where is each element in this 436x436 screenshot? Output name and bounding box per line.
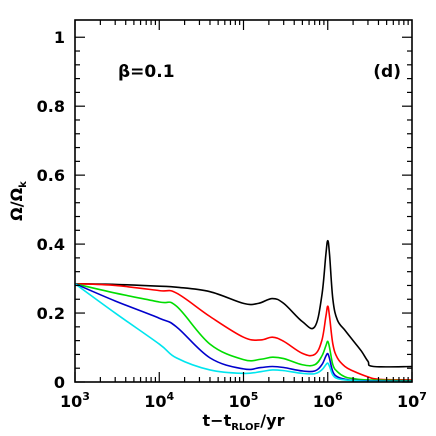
series-line-2	[74, 282, 413, 381]
x-tick-label-base: 10	[144, 392, 166, 411]
x-tick-label: 105	[229, 390, 259, 411]
x-tick-label: 107	[397, 390, 427, 411]
series-line-3	[74, 282, 413, 382]
series-line-4	[74, 283, 413, 383]
x-tick-label-base: 10	[229, 392, 251, 411]
y-axis-title-subscript: k	[18, 181, 29, 188]
y-tick-label: 0	[54, 373, 65, 392]
y-axis-title-main: Ω/Ω	[7, 187, 26, 220]
beta-annotation: β=0.1	[118, 62, 175, 82]
x-tick-label-exponent: 6	[335, 390, 343, 403]
x-tick-label-exponent: 5	[251, 390, 259, 403]
x-tick-label: 103	[60, 390, 90, 411]
series-line-5	[74, 283, 413, 383]
series-line-1	[74, 239, 413, 368]
x-tick-label-base: 10	[397, 392, 419, 411]
y-tick-label: 0.2	[37, 304, 65, 323]
y-tick-label: 1	[54, 28, 65, 47]
x-axis-title-main: t−t	[203, 411, 232, 430]
x-tick-label-exponent: 7	[419, 390, 427, 403]
y-tick-label: 0.6	[37, 166, 65, 185]
x-tick-label: 106	[313, 390, 343, 411]
x-tick-label: 104	[144, 390, 174, 411]
x-tick-label-exponent: 3	[82, 390, 90, 403]
x-tick-label-base: 10	[313, 392, 335, 411]
x-axis-title-unit: /yr	[260, 411, 284, 430]
plot-frame	[74, 19, 413, 383]
panel-label: (d)	[373, 62, 401, 82]
x-tick-label-exponent: 4	[167, 390, 175, 403]
y-tick-label: 0.4	[37, 235, 65, 254]
x-axis-title: t−tRLOF/yr	[203, 411, 285, 433]
y-tick-label: 0.8	[37, 97, 65, 116]
y-axis-title: Ω/Ωk	[7, 181, 29, 221]
series-layer	[74, 239, 413, 383]
x-tick-label-base: 10	[60, 392, 82, 411]
x-axis-title-subscript: RLOF	[231, 422, 260, 433]
